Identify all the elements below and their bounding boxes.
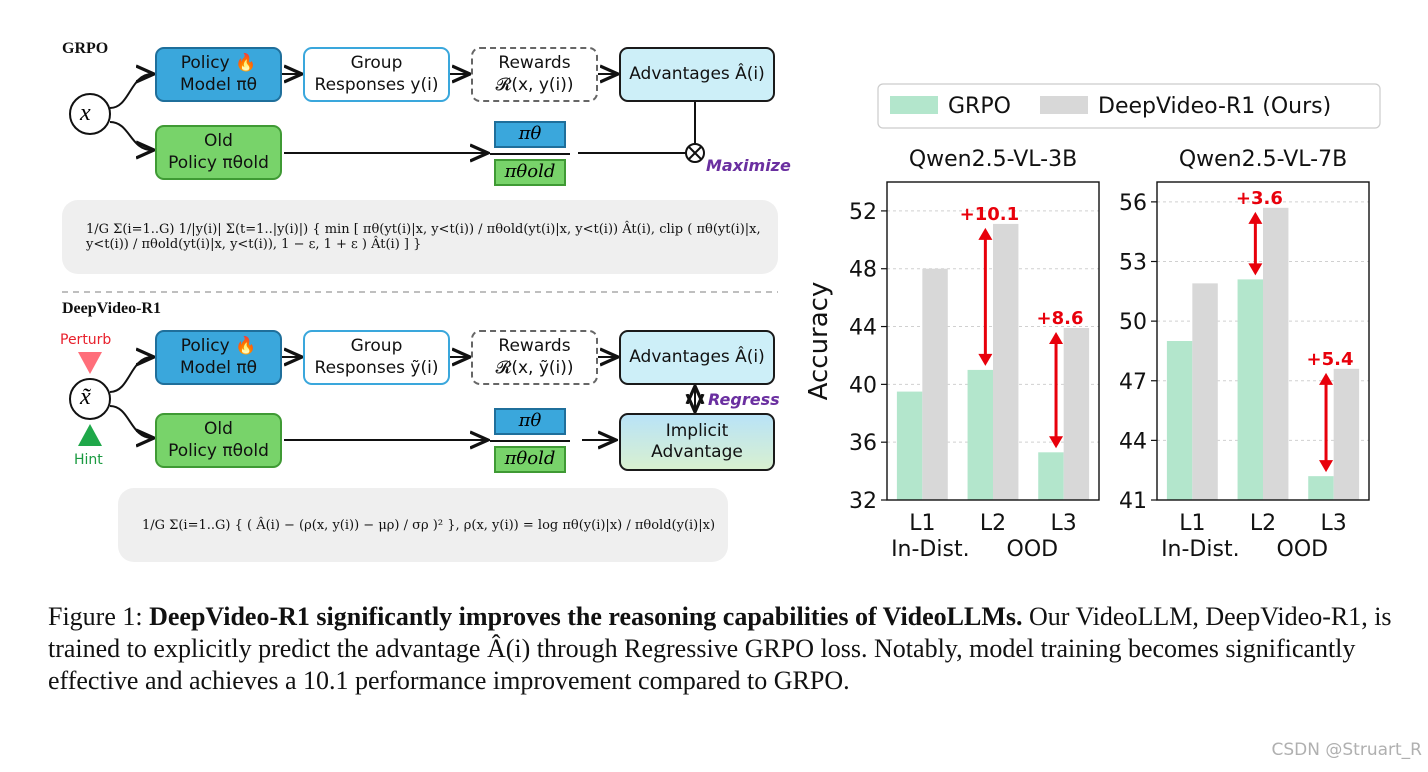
perturb-triangle-icon bbox=[78, 352, 102, 374]
grpo-section-label: GRPO bbox=[62, 40, 109, 57]
x-symbol: x bbox=[80, 100, 91, 126]
bar-ours-L2 bbox=[993, 223, 1019, 500]
bar-grpo-L3 bbox=[1038, 452, 1064, 500]
x-tick-label: L3 bbox=[1051, 511, 1077, 536]
chart-2: Qwen2.5-VL-7B 41 44 47 50 53 56 L1 L2 L3 In-Dist. O… bbox=[1119, 147, 1370, 562]
y-tick-label: 47 bbox=[1119, 370, 1147, 395]
legend-swatch-ours bbox=[1040, 96, 1088, 114]
rewards-box-deepvideo: Rewards 𝓡(x, ỹ(i)) bbox=[471, 330, 598, 385]
deepvideo-formula: 1/G Σ(i=1..G) { ( Â(i) − (ρ(x, y(i)) − μ… bbox=[118, 488, 728, 562]
old-policy-box-deepvideo: Old Policy πθold bbox=[155, 413, 282, 468]
bar-ours-L3 bbox=[1063, 327, 1090, 500]
x-tick-label: L1 bbox=[1179, 511, 1205, 536]
gain-label-L3: +8.6 bbox=[1037, 308, 1084, 329]
ratio-bar-deepvideo bbox=[490, 440, 570, 442]
group-label-in-dist: In-Dist. bbox=[1161, 537, 1240, 562]
figure-caption: Figure 1: DeepVideo-R1 significantly imp… bbox=[48, 601, 1418, 697]
gain-arrow-head-bottom bbox=[1049, 436, 1064, 449]
y-axis-label: Accuracy bbox=[804, 282, 834, 401]
maximize-label: Maximize bbox=[706, 156, 791, 175]
grpo-formula: 1/G Σ(i=1..G) 1/|y(i)| Σ(t=1..|y(i)|) { … bbox=[62, 200, 778, 274]
plot-frame bbox=[886, 181, 1100, 501]
diagram-connectors bbox=[62, 0, 778, 590]
x-tick-label: L2 bbox=[980, 511, 1006, 536]
y-tick-label: 52 bbox=[849, 200, 877, 225]
gain-label-L2: +10.1 bbox=[960, 204, 1020, 225]
bar-grpo-L2 bbox=[1237, 279, 1263, 500]
old-policy-box: Old Policy πθold bbox=[155, 125, 282, 180]
x-tilde-symbol: x̃ bbox=[80, 384, 91, 410]
x-tick-label: L3 bbox=[1321, 511, 1347, 536]
rewards-box: Rewards 𝓡(x, y(i)) bbox=[471, 47, 598, 102]
y-tick-label: 44 bbox=[1119, 429, 1147, 454]
gain-arrow-head-bottom bbox=[1319, 460, 1334, 473]
hint-label: Hint bbox=[74, 452, 103, 468]
ratio-bar bbox=[490, 153, 570, 155]
chart-title: Qwen2.5-VL-3B bbox=[909, 147, 1077, 172]
bar-charts: GRPO DeepVideo-R1 (Ours) Qwen2.5-VL-3B 32… bbox=[804, 83, 1381, 562]
gain-arrow-head-bottom bbox=[978, 353, 993, 366]
chart-title: Qwen2.5-VL-7B bbox=[1179, 147, 1347, 172]
policy-model-box: Policy 🔥 Model πθ bbox=[155, 47, 282, 102]
y-tick-label: 44 bbox=[849, 316, 877, 341]
watermark: CSDN @Struart_R bbox=[1271, 740, 1422, 760]
plot-frame bbox=[1156, 181, 1370, 501]
chart-legend: GRPO DeepVideo-R1 (Ours) bbox=[877, 83, 1381, 129]
regress-label: Regress bbox=[708, 390, 780, 409]
gain-arrow-head-top bbox=[978, 227, 993, 240]
y-tick-label: 40 bbox=[849, 373, 877, 398]
legend-label-grpo: GRPO bbox=[948, 94, 1011, 119]
bar-ours-L2 bbox=[1263, 207, 1289, 500]
caption-rest: Our VideoLLM, DeepVideo-R1, is trained t… bbox=[48, 602, 1392, 695]
y-tick-label: 56 bbox=[1119, 191, 1147, 216]
implicit-advantage-box: Implicit Advantage bbox=[619, 413, 775, 471]
y-tick-label: 36 bbox=[849, 431, 877, 456]
gain-label-L2: +3.6 bbox=[1236, 188, 1283, 209]
gain-label-L3: +5.4 bbox=[1307, 349, 1354, 370]
gain-arrow-head-bottom bbox=[1248, 263, 1263, 276]
group-responses-box-deepvideo: Group Responses ỹ(i) bbox=[303, 330, 450, 385]
y-tick-label: 50 bbox=[1119, 310, 1147, 335]
bar-grpo-L3 bbox=[1308, 476, 1334, 500]
ratio-numerator-deepvideo: πθ bbox=[494, 408, 566, 435]
chart-1: Qwen2.5-VL-3B 32 36 40 44 48 52 L1 L2 L3 In-Dist. O… bbox=[804, 147, 1100, 562]
group-label-ood: OOD bbox=[1007, 537, 1059, 562]
bar-ours-L3 bbox=[1333, 368, 1360, 500]
gain-arrow-head-top bbox=[1248, 211, 1263, 224]
advantages-box-deepvideo: Advantages Â(i) bbox=[619, 330, 775, 385]
bar-ours-L1 bbox=[1192, 283, 1218, 500]
caption-bold: DeepVideo-R1 significantly improves the … bbox=[149, 602, 1023, 631]
hint-triangle-icon bbox=[78, 424, 102, 446]
x-tick-label: L1 bbox=[909, 511, 935, 536]
x-tick-label: L2 bbox=[1250, 511, 1276, 536]
perturb-label: Perturb bbox=[60, 332, 112, 348]
group-label-ood: OOD bbox=[1277, 537, 1329, 562]
ratio-denominator: πθold bbox=[494, 159, 566, 186]
caption-prefix: Figure 1: bbox=[48, 602, 150, 631]
policy-model-box-deepvideo: Policy 🔥 Model πθ bbox=[155, 330, 282, 385]
bar-grpo-L1 bbox=[1166, 341, 1193, 500]
bar-grpo-L1 bbox=[896, 391, 923, 500]
y-tick-label: 48 bbox=[849, 258, 877, 283]
ratio-denominator-deepvideo: πθold bbox=[494, 446, 566, 473]
advantages-box: Advantages Â(i) bbox=[619, 47, 775, 102]
legend-swatch-grpo bbox=[890, 96, 938, 114]
bar-grpo-L2 bbox=[967, 369, 993, 500]
deepvideo-section-label: DeepVideo-R1 bbox=[62, 300, 161, 317]
ratio-numerator: πθ bbox=[494, 121, 566, 148]
legend-label-ours: DeepVideo-R1 (Ours) bbox=[1098, 94, 1331, 119]
gain-arrow-head-top bbox=[1319, 372, 1334, 385]
gain-arrow-head-top bbox=[1049, 331, 1064, 344]
y-tick-label: 32 bbox=[849, 489, 877, 514]
y-tick-label: 53 bbox=[1119, 251, 1147, 276]
bar-ours-L1 bbox=[922, 268, 948, 500]
group-responses-box: Group Responses y(i) bbox=[303, 47, 450, 102]
y-tick-label: 41 bbox=[1119, 489, 1147, 514]
group-label-in-dist: In-Dist. bbox=[891, 537, 970, 562]
